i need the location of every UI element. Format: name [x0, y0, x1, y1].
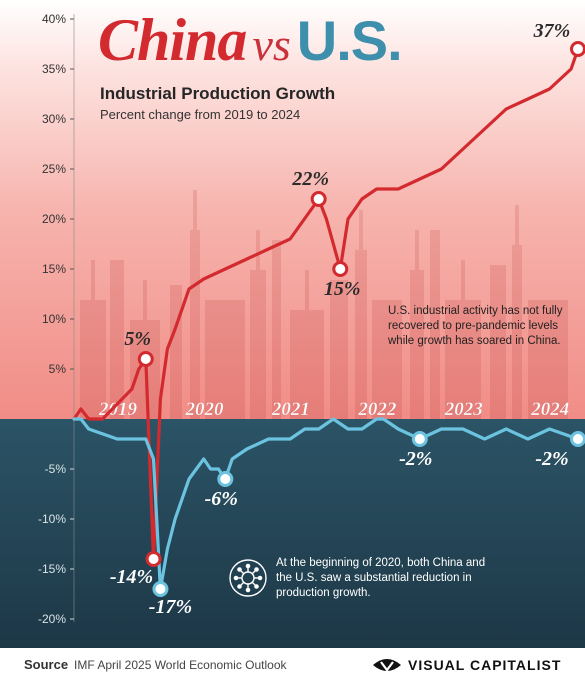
source-text: IMF April 2025 World Economic Outlook [74, 658, 287, 672]
y-tick-label: -5% [45, 462, 67, 476]
y-tick-label: 15% [42, 262, 66, 276]
skyline-chimney [305, 270, 309, 310]
skyline-block [430, 230, 440, 419]
annotation-us-recovery: U.S. industrial activity has not fully r… [388, 305, 563, 347]
title-china: China [98, 7, 247, 73]
y-tick-label: 30% [42, 112, 66, 126]
data-label: 5% [124, 328, 151, 350]
data-point-marker [145, 551, 162, 567]
skyline-chimney [461, 260, 465, 300]
brand: VISUAL CAPITALIST [372, 653, 572, 677]
y-tick-label: 5% [49, 362, 67, 376]
title-vs: vs [252, 19, 291, 70]
y-tick-label: -20% [38, 612, 66, 626]
x-tick-label: 2020 [184, 399, 224, 420]
skyline-block [272, 240, 281, 419]
chart-title: China vs U.S. [98, 6, 403, 75]
skyline-chimney [143, 280, 147, 320]
skyline-block [250, 270, 266, 419]
skyline-block [528, 300, 568, 419]
skyline-block [490, 265, 506, 419]
data-label: 22% [291, 168, 329, 190]
data-point-marker [411, 431, 428, 447]
skyline-block [410, 270, 424, 419]
skyline-chimney [359, 210, 363, 250]
chart-subtitle: Industrial Production Growth [100, 84, 336, 103]
skyline-chimney [256, 230, 260, 270]
skyline-block [372, 300, 402, 419]
chart-description: Percent change from 2019 to 2024 [100, 107, 301, 122]
skyline-block [290, 310, 324, 419]
footer: Source IMF April 2025 World Economic Out… [0, 648, 585, 680]
skyline-block [190, 230, 200, 419]
data-point-marker [152, 581, 169, 597]
data-point-marker [332, 261, 349, 277]
title-us: U.S. [296, 9, 403, 72]
skyline-chimney [193, 190, 197, 230]
skyline-block [170, 285, 182, 419]
x-tick-label: 2022 [357, 399, 397, 420]
data-point-marker [570, 431, 585, 447]
virus-icon [229, 559, 267, 597]
y-tick-label: -15% [38, 562, 66, 576]
data-label: -2% [399, 448, 432, 470]
x-tick-label: 2021 [271, 399, 310, 420]
y-tick-label: 10% [42, 312, 66, 326]
skyline-block [445, 300, 481, 419]
y-tick-label: -10% [38, 512, 66, 526]
skyline-block [205, 300, 245, 419]
y-tick-label: 40% [42, 12, 66, 26]
data-point-marker [570, 41, 585, 57]
factory-skyline-decoration [80, 190, 568, 419]
y-tick-label: 20% [42, 212, 66, 226]
data-label: -2% [535, 448, 568, 470]
skyline-block [330, 280, 348, 419]
series-line-china [72, 47, 580, 561]
skyline-block [110, 260, 124, 419]
x-tick-label: 2024 [530, 399, 569, 420]
skyline-block [355, 250, 367, 419]
skyline-chimney [515, 205, 519, 245]
data-label: -17% [149, 596, 192, 618]
annotation-2020-drop: At the beginning of 2020, both China and… [276, 557, 486, 599]
background-positive-zone [0, 0, 585, 419]
data-point-marker [217, 471, 234, 487]
y-tick-label: 35% [42, 62, 66, 76]
data-label: -14% [110, 566, 153, 588]
data-point-marker [137, 351, 154, 367]
background-negative-zone [0, 419, 585, 680]
data-label: -6% [205, 488, 238, 510]
skyline-block [80, 300, 106, 419]
source-label: Source [24, 657, 69, 672]
skyline-chimney [91, 260, 95, 300]
skyline-chimney [415, 230, 419, 270]
x-tick-label: 2023 [444, 399, 483, 420]
data-label: 37% [533, 20, 571, 42]
visual-capitalist-logo-icon [373, 659, 401, 672]
data-point-marker [310, 191, 327, 207]
series-line-us [72, 417, 580, 591]
skyline-block [512, 245, 522, 419]
brand-name: VISUAL CAPITALIST [408, 657, 562, 673]
data-label: 15% [324, 278, 361, 300]
y-tick-label: 25% [42, 162, 66, 176]
